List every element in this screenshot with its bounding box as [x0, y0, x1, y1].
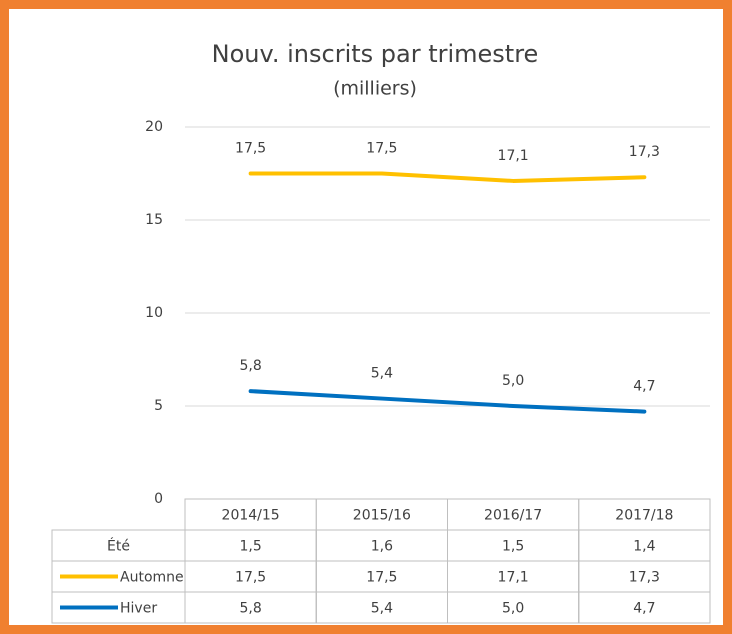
- x-tick-label: 2017/18: [615, 508, 673, 524]
- data-label: 5,4: [371, 366, 393, 382]
- data-label: 17,5: [366, 141, 397, 157]
- y-tick-label: 15: [145, 212, 163, 228]
- series-line: [248, 171, 647, 183]
- y-tick-label: 0: [154, 491, 163, 507]
- data-label: 5,8: [239, 358, 261, 374]
- table-value: 17,1: [498, 570, 529, 586]
- table-value: 5,0: [502, 601, 524, 617]
- y-tick-label: 10: [145, 305, 163, 321]
- y-tick-label: 5: [154, 398, 163, 414]
- table-value: 17,5: [235, 570, 266, 586]
- table-cell: [578, 591, 711, 624]
- chart-area: [9, 9, 723, 625]
- y-tick-label: 20: [145, 119, 163, 135]
- data-label: 17,5: [235, 141, 266, 157]
- chart-title: Nouv. inscrits par trimestre: [212, 40, 539, 68]
- table-value: 5,4: [371, 601, 393, 617]
- data-label: 17,3: [629, 144, 660, 160]
- data-label: 17,1: [498, 148, 529, 164]
- chart-subtitle: (milliers): [333, 78, 417, 100]
- legend-label: Été: [107, 538, 130, 555]
- table-value: 1,5: [239, 539, 261, 555]
- data-label: 5,0: [502, 373, 524, 389]
- legend-label: Automne: [120, 570, 184, 586]
- table-value: 1,6: [371, 539, 393, 555]
- table-value: 1,5: [502, 539, 524, 555]
- table-value: 17,5: [366, 570, 397, 586]
- data-label: 4,7: [633, 379, 655, 395]
- legend-label: Hiver: [120, 601, 157, 617]
- table-value: 5,8: [239, 601, 261, 617]
- table-value: 4,7: [633, 601, 655, 617]
- x-tick-label: 2014/15: [222, 508, 280, 524]
- series-line: [248, 389, 647, 414]
- table-value: 17,3: [629, 570, 660, 586]
- x-tick-label: 2016/17: [484, 508, 542, 524]
- table-value: 1,4: [633, 539, 655, 555]
- x-tick-label: 2015/16: [353, 508, 411, 524]
